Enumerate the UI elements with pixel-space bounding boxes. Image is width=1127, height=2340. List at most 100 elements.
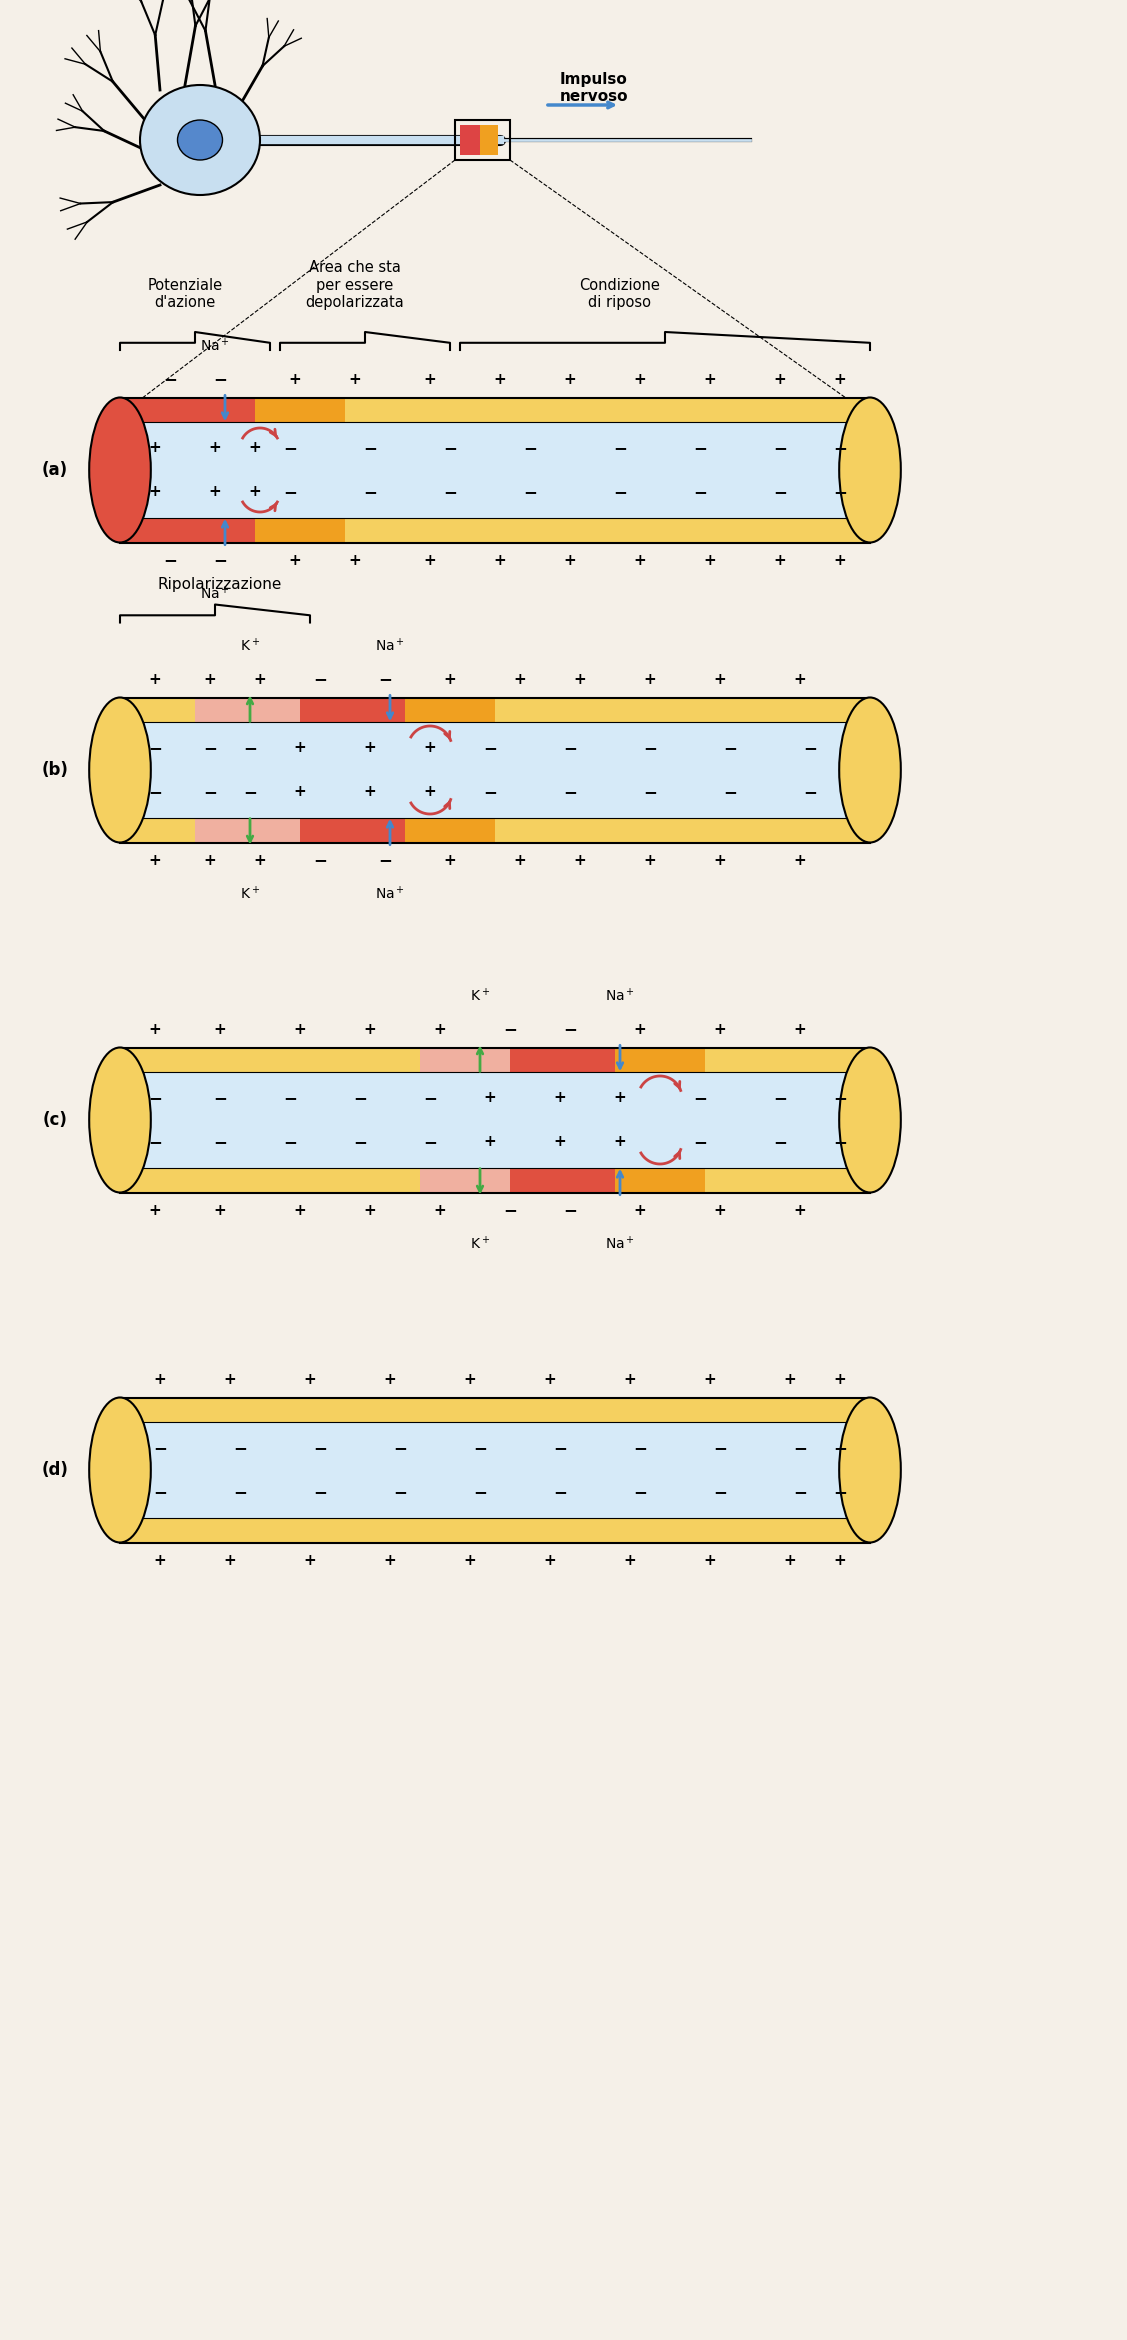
Text: +: + [149, 854, 161, 868]
Text: +: + [348, 372, 362, 386]
Text: +: + [703, 1554, 717, 1568]
Text: +: + [289, 552, 301, 569]
Text: +: + [553, 1135, 567, 1149]
Bar [119, 421, 870, 517]
Text: −: − [213, 552, 227, 569]
Text: Area che sta
per essere
depolarizzata: Area che sta per essere depolarizzata [305, 260, 405, 309]
Text: +: + [434, 1023, 446, 1037]
Text: +: + [348, 552, 362, 569]
Bar [300, 697, 405, 723]
Text: −: − [233, 1484, 247, 1500]
Text: (c): (c) [43, 1112, 68, 1128]
Text: +: + [223, 1554, 237, 1568]
Text: +: + [564, 372, 576, 386]
Text: +: + [514, 854, 526, 868]
Ellipse shape [140, 84, 260, 194]
Text: −: − [773, 482, 787, 501]
Text: Ripolarizzazione: Ripolarizzazione [158, 578, 282, 592]
Text: (a): (a) [42, 461, 68, 480]
Bar [119, 697, 195, 723]
Text: +: + [424, 784, 436, 800]
Text: +: + [254, 672, 266, 688]
Text: (d): (d) [42, 1460, 69, 1479]
Text: +: + [564, 552, 576, 569]
Bar [345, 398, 870, 421]
Text: Condizione
di riposo: Condizione di riposo [579, 278, 660, 309]
Text: Na$^+$: Na$^+$ [605, 1236, 635, 1252]
Text: −: − [693, 482, 707, 501]
Text: Na$^+$: Na$^+$ [605, 987, 635, 1004]
Text: −: − [148, 1133, 162, 1151]
Text: +: + [149, 440, 161, 456]
Text: −: − [773, 1133, 787, 1151]
Text: +: + [214, 1023, 227, 1037]
Text: +: + [303, 1554, 317, 1568]
Text: Na$^+$: Na$^+$ [199, 585, 230, 604]
Text: Na$^+$: Na$^+$ [375, 636, 405, 655]
Text: −: − [483, 784, 497, 800]
Text: −: − [203, 739, 216, 758]
Text: +: + [633, 1203, 647, 1219]
Text: −: − [724, 784, 737, 800]
Bar [511, 1168, 615, 1193]
Text: +: + [793, 672, 807, 688]
Bar [420, 1048, 511, 1072]
Bar [119, 1397, 870, 1542]
Bar [119, 1048, 870, 1193]
Text: −: − [804, 784, 817, 800]
Text: −: − [613, 440, 627, 456]
Text: −: − [693, 440, 707, 456]
Bar [511, 1048, 615, 1072]
Text: +: + [463, 1554, 477, 1568]
Text: Na$^+$: Na$^+$ [375, 885, 405, 903]
Text: +: + [463, 1371, 477, 1388]
Text: −: − [833, 1088, 846, 1107]
Text: +: + [444, 854, 456, 868]
Text: +: + [444, 672, 456, 688]
Text: +: + [574, 854, 586, 868]
Bar [345, 517, 870, 543]
Text: −: − [313, 672, 327, 688]
Bar [119, 1397, 870, 1423]
Text: Na$^+$: Na$^+$ [199, 337, 230, 353]
Text: +: + [703, 1371, 717, 1388]
Text: +: + [703, 552, 717, 569]
Text: −: − [503, 1020, 517, 1039]
Text: +: + [793, 1023, 807, 1037]
Bar [405, 697, 495, 723]
Bar [195, 697, 300, 723]
Text: −: − [313, 852, 327, 870]
Bar [119, 1072, 870, 1168]
Text: +: + [149, 672, 161, 688]
Text: Potenziale
d'azione: Potenziale d'azione [148, 278, 222, 309]
Text: −: − [523, 482, 536, 501]
Text: −: − [804, 739, 817, 758]
Text: −: − [553, 1484, 567, 1500]
Text: +: + [834, 1554, 846, 1568]
Text: −: − [473, 1439, 487, 1458]
Text: +: + [623, 1371, 637, 1388]
Bar [119, 1423, 870, 1519]
Text: −: − [153, 1439, 167, 1458]
Text: +: + [773, 552, 787, 569]
Bar [119, 723, 870, 819]
Text: −: − [313, 1484, 327, 1500]
Text: +: + [713, 1203, 727, 1219]
Bar [255, 398, 345, 421]
Text: −: − [353, 1088, 367, 1107]
Text: −: − [633, 1439, 647, 1458]
Bar [195, 819, 300, 842]
Text: (b): (b) [42, 760, 69, 779]
Text: K$^+$: K$^+$ [470, 1236, 490, 1252]
Bar [255, 517, 345, 543]
Text: +: + [494, 372, 506, 386]
Bar [460, 124, 480, 154]
Text: K$^+$: K$^+$ [240, 636, 260, 655]
Text: −: − [564, 1020, 577, 1039]
Text: +: + [434, 1203, 446, 1219]
Ellipse shape [840, 1397, 900, 1542]
Text: +: + [149, 484, 161, 498]
Text: −: − [213, 370, 227, 388]
Text: −: − [443, 482, 456, 501]
Text: +: + [514, 672, 526, 688]
